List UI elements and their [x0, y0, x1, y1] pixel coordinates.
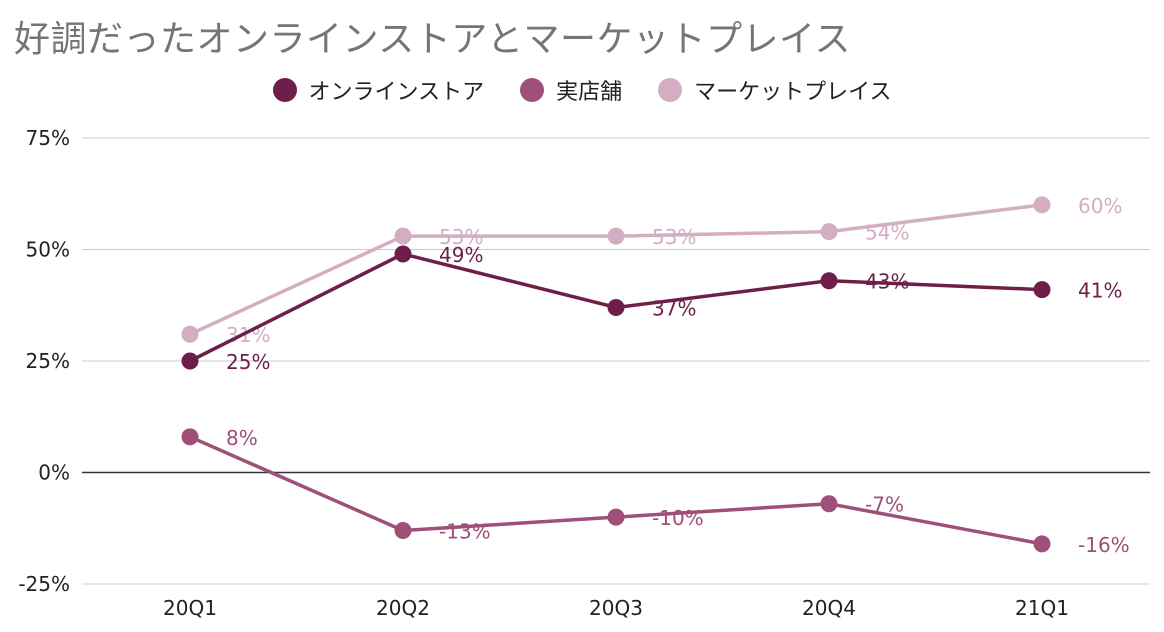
x-tick-label: 20Q3: [589, 596, 643, 620]
data-label: 8%: [226, 426, 258, 450]
y-tick-label: 0%: [38, 461, 70, 485]
data-label: -10%: [652, 506, 704, 530]
data-point: [820, 272, 838, 290]
legend-item-marketplace[interactable]: マーケットプレイス: [658, 74, 891, 106]
data-label: 54%: [865, 221, 909, 245]
legend-marker-marketplace: [658, 78, 683, 102]
data-label: 37%: [652, 296, 696, 320]
data-point: [1033, 535, 1051, 553]
data-point: [820, 495, 838, 513]
chart-title: 好調だったオンラインストアとマーケットプレイス: [14, 19, 851, 60]
y-tick-label: 25%: [26, 349, 70, 373]
legend-marker-online-store: [272, 78, 297, 102]
legend-item-physical-store[interactable]: 実店舗: [520, 74, 622, 106]
x-tick-label: 21Q1: [1015, 596, 1069, 620]
legend-label-online-store: オンラインストア: [308, 80, 485, 105]
series-line: [189, 435, 1043, 546]
legend-label-marketplace: マーケットプレイス: [694, 80, 892, 105]
legend: オンラインストア 実店舗 マーケットプレイス: [0, 74, 1164, 106]
data-label: -16%: [1078, 533, 1130, 557]
data-point: [394, 227, 412, 245]
data-label: 31%: [226, 323, 270, 347]
data-label: 53%: [652, 225, 696, 249]
data-point: [607, 298, 625, 316]
data-point: [181, 325, 199, 343]
data-label: 25%: [226, 350, 270, 374]
y-tick-label: -25%: [18, 572, 70, 596]
legend-label-physical-store: 実店舗: [556, 80, 623, 105]
data-label: -13%: [439, 519, 491, 543]
data-point: [820, 223, 838, 241]
legend-marker-physical-store: [520, 78, 545, 102]
x-tick-label: 20Q4: [802, 596, 856, 620]
x-tick-label: 20Q2: [376, 596, 430, 620]
data-point: [1033, 196, 1051, 214]
data-label: 60%: [1078, 194, 1122, 218]
data-point: [181, 352, 199, 370]
data-point: [1033, 281, 1051, 299]
data-label: 49%: [439, 243, 483, 267]
data-label: 53%: [439, 225, 483, 249]
x-tick-label: 20Q1: [163, 596, 217, 620]
legend-item-online-store[interactable]: オンラインストア: [272, 74, 485, 106]
data-label: 43%: [865, 270, 909, 294]
data-point: [607, 227, 625, 245]
data-point: [394, 245, 412, 263]
y-tick-label: 50%: [26, 238, 70, 262]
y-tick-label: 75%: [26, 126, 70, 150]
data-point: [394, 521, 412, 539]
data-point: [181, 428, 199, 446]
data-point: [607, 508, 625, 526]
data-label: -7%: [865, 493, 904, 517]
data-label: 41%: [1078, 279, 1122, 303]
